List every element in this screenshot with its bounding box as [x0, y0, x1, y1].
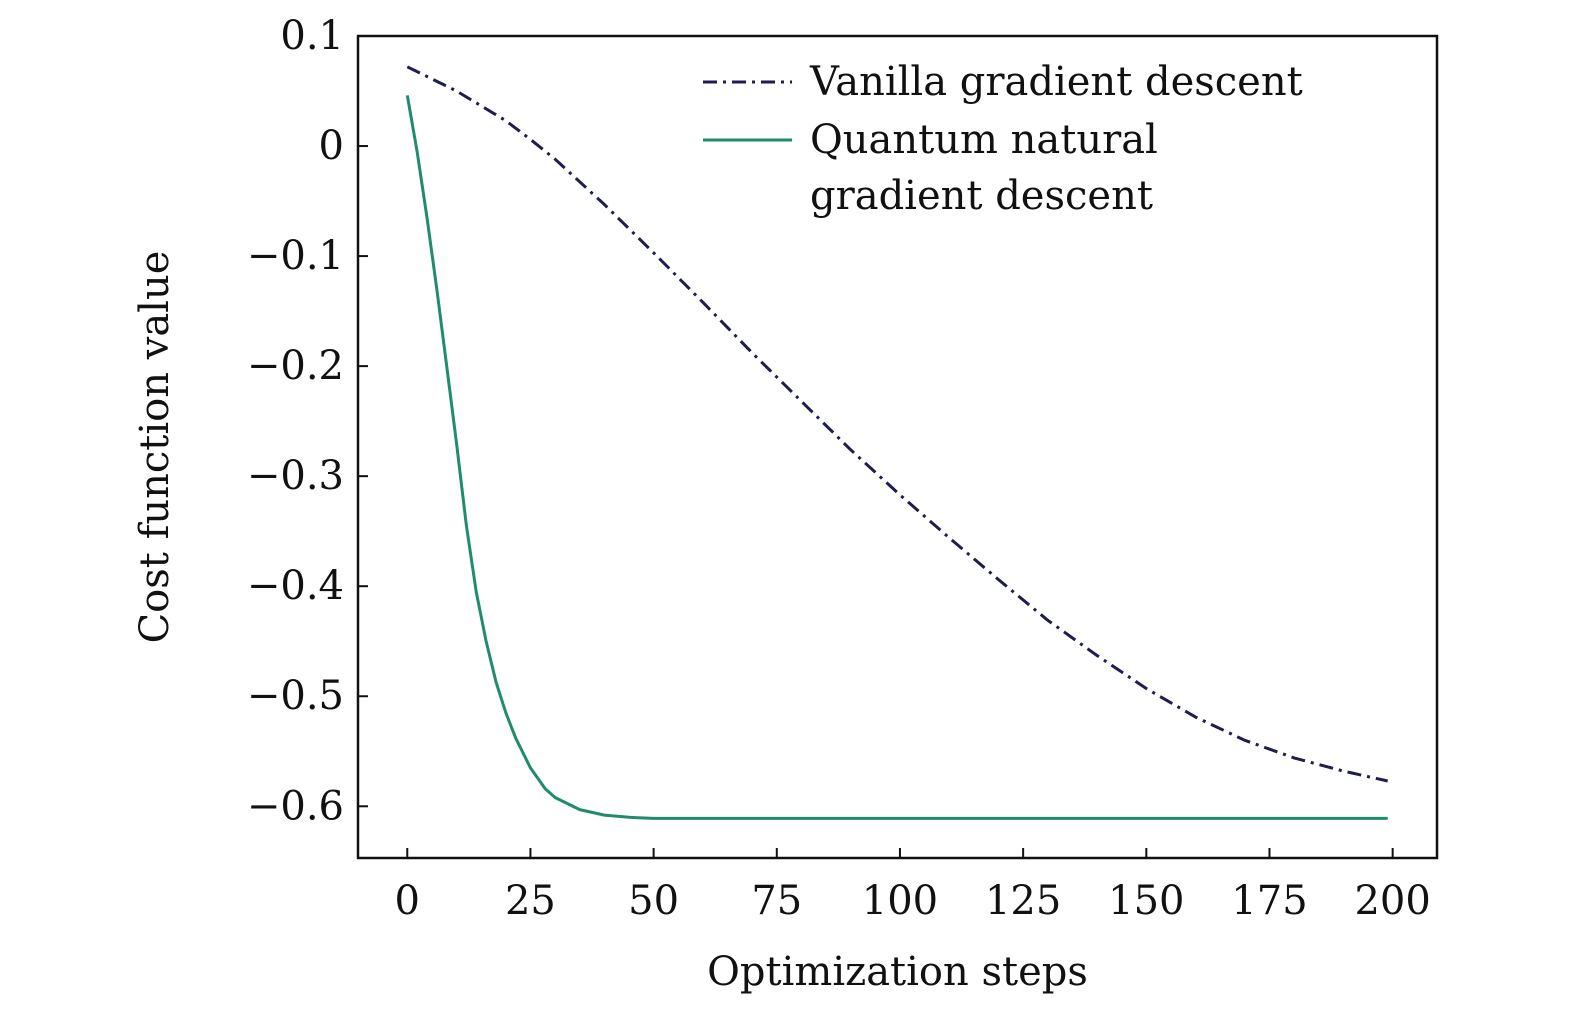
y-tick-label: −0.6 [247, 783, 344, 829]
y-tick-label: −0.4 [247, 563, 344, 609]
y-tick-label: 0 [319, 123, 344, 169]
x-axis-ticks: 0 25 50 75 100 125 150 175 200 [395, 848, 1431, 924]
x-tick-label: 25 [505, 878, 556, 924]
y-axis-title: Cost function value [132, 251, 178, 644]
x-tick-label: 150 [1108, 878, 1184, 924]
y-tick-label: 0.1 [280, 13, 344, 59]
x-tick-label: 75 [751, 878, 802, 924]
series-line-0 [406, 65, 1389, 783]
legend-label-vanilla: Vanilla gradient descent [809, 59, 1303, 105]
series-layer [405, 65, 1389, 820]
x-tick-label: 50 [628, 878, 679, 924]
x-tick-label: 0 [395, 878, 420, 924]
y-tick-label: −0.5 [247, 673, 344, 719]
y-tick-label: −0.1 [247, 233, 344, 279]
x-tick-label: 100 [862, 878, 938, 924]
legend-label-qng-line2: gradient descent [810, 173, 1153, 219]
y-axis-ticks: 0.1 0 −0.1 −0.2 −0.3 −0.4 −0.5 −0.6 [247, 13, 368, 829]
legend: Vanilla gradient descent Quantum natural… [703, 59, 1303, 219]
legend-label-qng-line1: Quantum natural [810, 117, 1158, 163]
y-tick-label: −0.2 [247, 343, 344, 389]
y-tick-label: −0.3 [247, 453, 344, 499]
x-tick-label: 125 [985, 878, 1061, 924]
x-axis-title: Optimization steps [707, 949, 1088, 995]
x-tick-label: 175 [1231, 878, 1307, 924]
x-tick-label: 200 [1354, 878, 1430, 924]
series-line-1 [405, 95, 1388, 820]
plot-frame [356, 34, 1439, 860]
